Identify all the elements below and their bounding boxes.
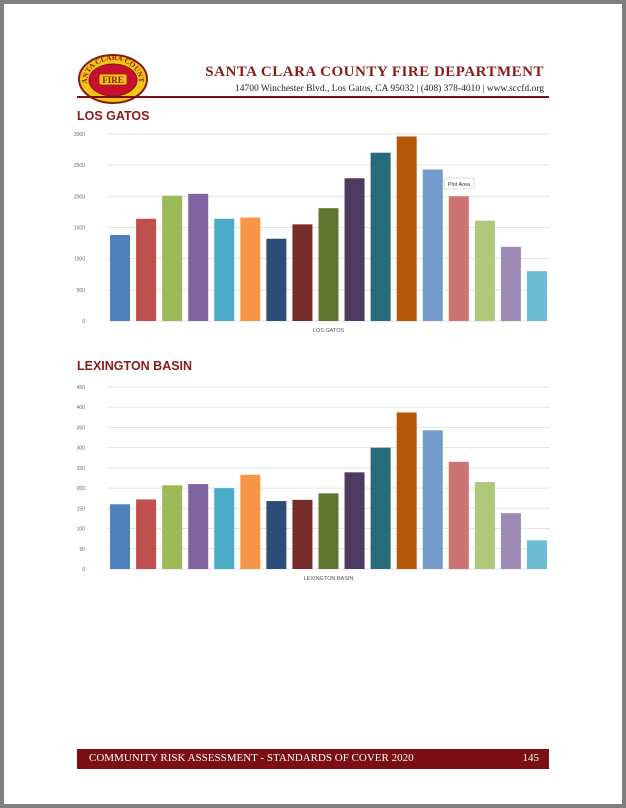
bar: [188, 484, 209, 569]
bar: [162, 485, 183, 569]
y-tick-label: 0: [82, 567, 85, 573]
y-tick-label: 200: [77, 486, 86, 492]
footer-title: COMMUNITY RISK ASSESSMENT - STANDARDS OF…: [89, 752, 414, 764]
bar: [370, 447, 391, 569]
y-tick-label: 400: [77, 405, 86, 411]
bar: [266, 501, 287, 569]
bar: [526, 271, 547, 321]
bar: [240, 474, 261, 569]
bar: [474, 482, 495, 569]
document-page: SANTA CLARA COUNTY FIRE SANTA CLARA COUN…: [4, 4, 622, 804]
bar: [110, 234, 131, 321]
footer-bar: COMMUNITY RISK ASSESSMENT - STANDARDS OF…: [77, 749, 549, 769]
y-tick-label: 500: [77, 288, 86, 294]
bar: [110, 504, 131, 569]
logo-center-text: FIRE: [102, 75, 124, 85]
bar: [526, 540, 547, 569]
fire-department-logo: SANTA CLARA COUNTY FIRE: [77, 52, 148, 104]
bar: [474, 220, 495, 321]
bar: [266, 238, 287, 321]
bar: [396, 136, 417, 321]
bar: [500, 246, 521, 321]
bar: [188, 193, 209, 321]
bar: [500, 513, 521, 569]
bar: [448, 461, 469, 569]
y-tick-label: 100: [77, 527, 86, 533]
y-tick-label: 2500: [74, 163, 85, 169]
tooltip-box: [443, 177, 475, 190]
bar: [136, 218, 157, 321]
header-divider: [77, 96, 549, 98]
y-tick-label: 1500: [74, 226, 85, 232]
bar: [370, 152, 391, 321]
bar: [214, 218, 235, 321]
bar: [162, 195, 183, 321]
bar: [448, 196, 469, 321]
y-tick-label: 0: [82, 319, 85, 325]
y-tick-label: 3000: [74, 132, 85, 138]
organization-address: 14700 Winchester Blvd., Los Gatos, CA 95…: [234, 84, 544, 94]
y-tick-label: 150: [77, 506, 86, 512]
bar: [422, 169, 443, 321]
los-gatos-bar-chart: 0 500 1000 1500 2000 2500 3000 LOS GATOS Plot Ar…: [74, 132, 550, 334]
y-tick-label: 450: [77, 385, 86, 391]
y-tick-label: 350: [77, 425, 86, 431]
bar: [292, 499, 313, 569]
bar: [396, 412, 417, 569]
bar: [214, 488, 235, 569]
y-tick-label: 1000: [74, 257, 85, 263]
x-axis-label: LEXINGTON BASIN: [304, 576, 354, 582]
y-tick-label: 250: [77, 466, 86, 472]
plot-area-tooltip: Plot Area: [443, 177, 475, 190]
bar: [318, 208, 339, 321]
organization-name: SANTA CLARA COUNTY FIRE DEPARTMENT: [205, 64, 544, 80]
bar: [422, 430, 443, 569]
bar: [344, 178, 365, 321]
tooltip-text: Plot Area: [448, 182, 471, 188]
y-tick-label: 2000: [74, 194, 85, 200]
bar: [344, 472, 365, 569]
y-tick-label: 300: [77, 446, 86, 452]
bar: [318, 493, 339, 569]
bar: [136, 499, 157, 569]
section-title-lexington-basin: LEXINGTON BASIN: [77, 359, 193, 373]
y-tick-label: 50: [79, 547, 85, 553]
section-title-los-gatos: LOS GATOS: [77, 109, 150, 123]
bar: [292, 224, 313, 321]
x-axis-label: LOS GATOS: [313, 328, 345, 334]
lexington-basin-bar-chart: 0 50 100 150 200 250 300 350 400 450 LEXINGTON BAS…: [77, 385, 550, 582]
bar: [240, 217, 261, 321]
page-number: 145: [522, 752, 540, 764]
